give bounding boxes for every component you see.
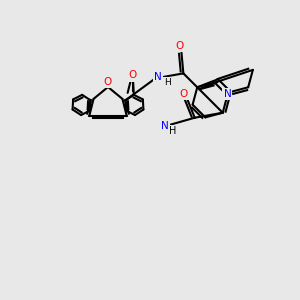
Text: N: N <box>224 89 231 99</box>
Text: N: N <box>161 121 169 131</box>
Text: H: H <box>169 126 176 136</box>
Text: N: N <box>154 72 162 82</box>
Text: O: O <box>128 71 137 81</box>
Text: H: H <box>164 78 171 87</box>
Text: O: O <box>180 89 188 99</box>
Text: O: O <box>128 70 137 80</box>
Text: O: O <box>104 77 112 87</box>
Text: O: O <box>175 41 184 51</box>
